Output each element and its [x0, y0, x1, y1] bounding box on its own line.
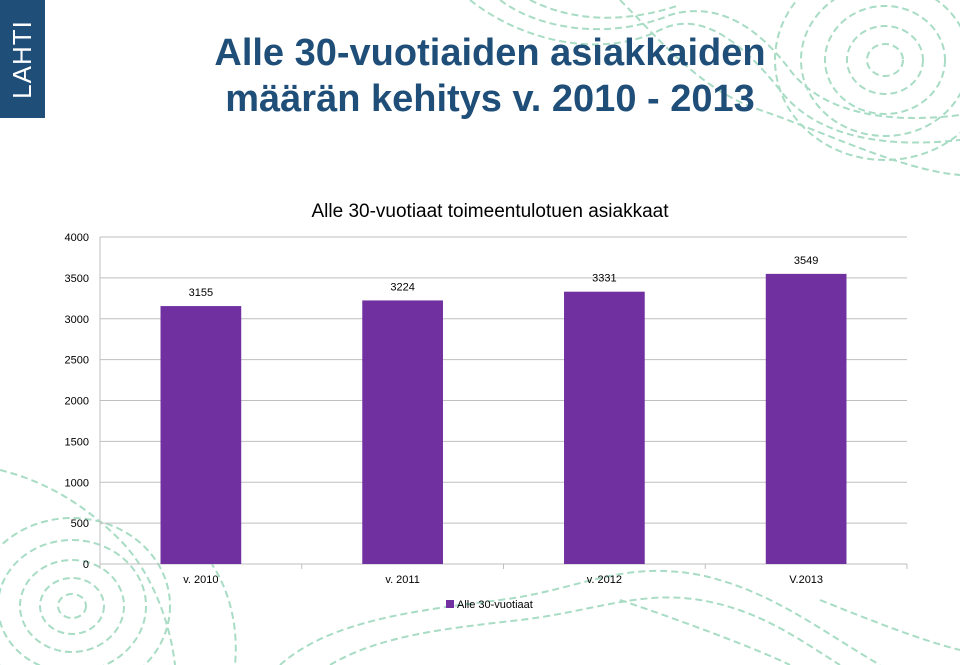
bar-data-label: 3155: [189, 287, 213, 299]
bar: [564, 291, 645, 564]
y-tick-label: 4000: [65, 232, 89, 244]
lahti-logo: LAHTI: [0, 0, 45, 118]
y-tick-label: 500: [71, 518, 89, 530]
y-tick-label: 3000: [65, 314, 89, 326]
slide-title: Alle 30-vuotiaiden asiakkaiden määrän ke…: [214, 32, 766, 120]
y-tick-label: 1000: [65, 477, 89, 489]
y-tick-label: 3500: [65, 273, 89, 285]
chart-title: Alle 30-vuotiaat toimeentulotuen asiakka…: [311, 201, 669, 222]
y-tick-label: 1500: [65, 436, 89, 448]
legend-label: Alle 30-vuotiaat: [457, 599, 533, 611]
x-tick-label: v. 2011: [385, 574, 419, 586]
bar: [160, 306, 242, 564]
y-tick-label: 2500: [65, 355, 89, 367]
x-tick-label: v. 2012: [587, 574, 622, 586]
bar: [765, 273, 847, 564]
bar-data-label: 3549: [794, 255, 818, 267]
y-tick-label: 0: [83, 559, 89, 571]
x-tick-label: v. 2010: [183, 574, 218, 586]
legend-swatch: [446, 600, 454, 608]
bar: [362, 300, 443, 564]
y-tick-label: 2000: [65, 396, 89, 408]
bar-data-label: 3331: [592, 273, 616, 285]
x-tick-label: V.2013: [789, 574, 823, 586]
bar-data-label: 3224: [390, 281, 414, 293]
